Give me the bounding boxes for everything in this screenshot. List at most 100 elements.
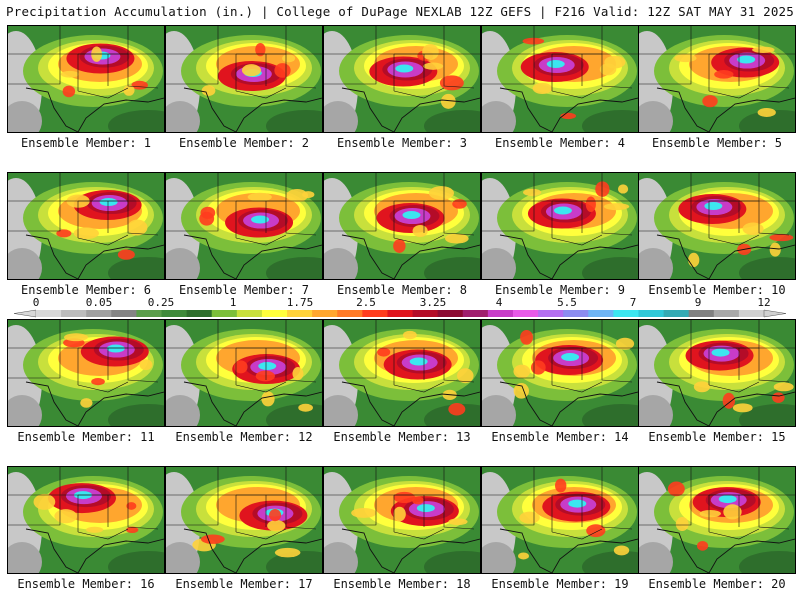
colorbar-swatch xyxy=(136,310,162,317)
ensemble-member-label: Ensemble Member: 10 xyxy=(648,283,786,297)
colorbar-swatch xyxy=(161,310,188,317)
ensemble-panel: Ensemble Member: 14 xyxy=(481,319,639,444)
ensemble-member-label: Ensemble Member: 11 xyxy=(17,430,155,444)
colorbar-swatch xyxy=(211,310,238,317)
colorbar-min-arrow xyxy=(13,309,37,318)
ensemble-panel: Ensemble Member: 16 xyxy=(7,466,165,591)
ensemble-panel: Ensemble Member: 17 xyxy=(165,466,323,591)
ensemble-panel: Ensemble Member: 13 xyxy=(323,319,481,444)
ensemble-member-label: Ensemble Member: 13 xyxy=(333,430,471,444)
colorbar-tick-label: 0.05 xyxy=(86,296,113,309)
colorbar-swatch xyxy=(412,310,439,317)
ensemble-member-label: Ensemble Member: 4 xyxy=(494,136,626,150)
page-title: Precipitation Accumulation (in.) | Colle… xyxy=(6,4,462,19)
colorbar-swatch xyxy=(362,310,388,317)
precipitation-map xyxy=(165,466,323,574)
precipitation-map xyxy=(7,172,165,280)
ensemble-panel: Ensemble Member: 19 xyxy=(481,466,639,591)
ensemble-member-label: Ensemble Member: 19 xyxy=(491,577,629,591)
ensemble-member-label: Ensemble Member: 15 xyxy=(648,430,786,444)
colorbar-swatch xyxy=(186,310,213,317)
colorbar-tick-label: 4 xyxy=(496,296,503,309)
colorbar-swatch xyxy=(236,310,263,317)
colorbar-tick-label: 7 xyxy=(630,296,637,309)
precipitation-map xyxy=(7,319,165,427)
precipitation-map xyxy=(481,319,639,427)
colorbar-swatch xyxy=(512,310,539,317)
precipitation-map xyxy=(323,466,481,574)
colorbar-swatch xyxy=(437,310,464,317)
colorbar-swatch xyxy=(312,310,338,317)
ensemble-panel: Ensemble Member: 12 xyxy=(165,319,323,444)
precipitation-map xyxy=(638,25,796,133)
colorbar-swatch xyxy=(61,310,87,317)
run-valid-time: 12Z GEFS | F216 Valid: 12Z SAT MAY 31 20… xyxy=(469,4,794,19)
ensemble-panel: Ensemble Member: 4 xyxy=(481,25,639,150)
colorbar-tick-label: 2.5 xyxy=(356,296,376,309)
colorbar-swatch xyxy=(462,310,489,317)
precipitation-map xyxy=(7,466,165,574)
precipitation-map xyxy=(165,172,323,280)
colorbar-swatch xyxy=(613,310,639,317)
colorbar-max-arrow xyxy=(763,309,787,318)
ensemble-panel: Ensemble Member: 6 xyxy=(7,172,165,297)
colorbar-swatch xyxy=(738,310,765,317)
colorbar-swatch xyxy=(663,310,690,317)
precipitation-map xyxy=(638,466,796,574)
colorbar-tick-label: 0 xyxy=(33,296,40,309)
ensemble-member-label: Ensemble Member: 5 xyxy=(651,136,783,150)
colorbar-swatch xyxy=(688,310,715,317)
colorbar-swatch xyxy=(588,310,614,317)
ensemble-member-label: Ensemble Member: 12 xyxy=(175,430,313,444)
ensemble-panel: Ensemble Member: 15 xyxy=(638,319,796,444)
ensemble-panel: Ensemble Member: 5 xyxy=(638,25,796,150)
ensemble-panel: Ensemble Member: 10 xyxy=(638,172,796,297)
ensemble-panel: Ensemble Member: 9 xyxy=(481,172,639,297)
ensemble-member-label: Ensemble Member: 9 xyxy=(494,283,626,297)
precipitation-map xyxy=(165,319,323,427)
precipitation-map xyxy=(481,172,639,280)
ensemble-member-label: Ensemble Member: 20 xyxy=(648,577,786,591)
precipitation-map xyxy=(481,466,639,574)
precipitation-colorbar: 0 0.05 0.25 1 1.75 2.5 3.25 4 5.5 7 9 12 xyxy=(13,296,787,318)
colorbar-swatch xyxy=(638,310,664,317)
ensemble-member-label: Ensemble Member: 14 xyxy=(491,430,629,444)
precipitation-map xyxy=(323,25,481,133)
ensemble-panel: Ensemble Member: 8 xyxy=(323,172,481,297)
ensemble-panel: Ensemble Member: 2 xyxy=(165,25,323,150)
ensemble-member-label: Ensemble Member: 3 xyxy=(336,136,468,150)
colorbar-swatch xyxy=(111,310,137,317)
ensemble-member-label: Ensemble Member: 2 xyxy=(178,136,310,150)
colorbar-swatch xyxy=(563,310,589,317)
precipitation-map xyxy=(7,25,165,133)
colorbar-swatch xyxy=(538,310,564,317)
colorbar-swatch xyxy=(337,310,363,317)
colorbar-tick-label: 1 xyxy=(230,296,237,309)
ensemble-member-label: Ensemble Member: 6 xyxy=(20,283,152,297)
ensemble-member-label: Ensemble Member: 16 xyxy=(17,577,155,591)
precipitation-map xyxy=(638,319,796,427)
precipitation-map xyxy=(165,25,323,133)
ensemble-member-label: Ensemble Member: 8 xyxy=(336,283,468,297)
colorbar-tick-label: 3.25 xyxy=(420,296,447,309)
ensemble-panel: Ensemble Member: 3 xyxy=(323,25,481,150)
precipitation-map xyxy=(638,172,796,280)
ensemble-member-label: Ensemble Member: 1 xyxy=(20,136,152,150)
colorbar-swatch xyxy=(36,310,62,317)
colorbar-swatch xyxy=(387,310,413,317)
colorbar-swatch xyxy=(86,310,112,317)
precipitation-map xyxy=(323,172,481,280)
colorbar-tick-label: 9 xyxy=(695,296,702,309)
colorbar-tick-label: 5.5 xyxy=(557,296,577,309)
ensemble-member-label: Ensemble Member: 17 xyxy=(175,577,313,591)
ensemble-member-label: Ensemble Member: 7 xyxy=(178,283,310,297)
colorbar-tick-label: 12 xyxy=(757,296,770,309)
ensemble-panel: Ensemble Member: 11 xyxy=(7,319,165,444)
colorbar-swatch xyxy=(713,310,740,317)
precipitation-map xyxy=(323,319,481,427)
ensemble-panel: Ensemble Member: 1 xyxy=(7,25,165,150)
colorbar-tick-label: 0.25 xyxy=(148,296,175,309)
ensemble-panel: Ensemble Member: 18 xyxy=(323,466,481,591)
colorbar-swatch xyxy=(287,310,313,317)
ensemble-panel: Ensemble Member: 20 xyxy=(638,466,796,591)
